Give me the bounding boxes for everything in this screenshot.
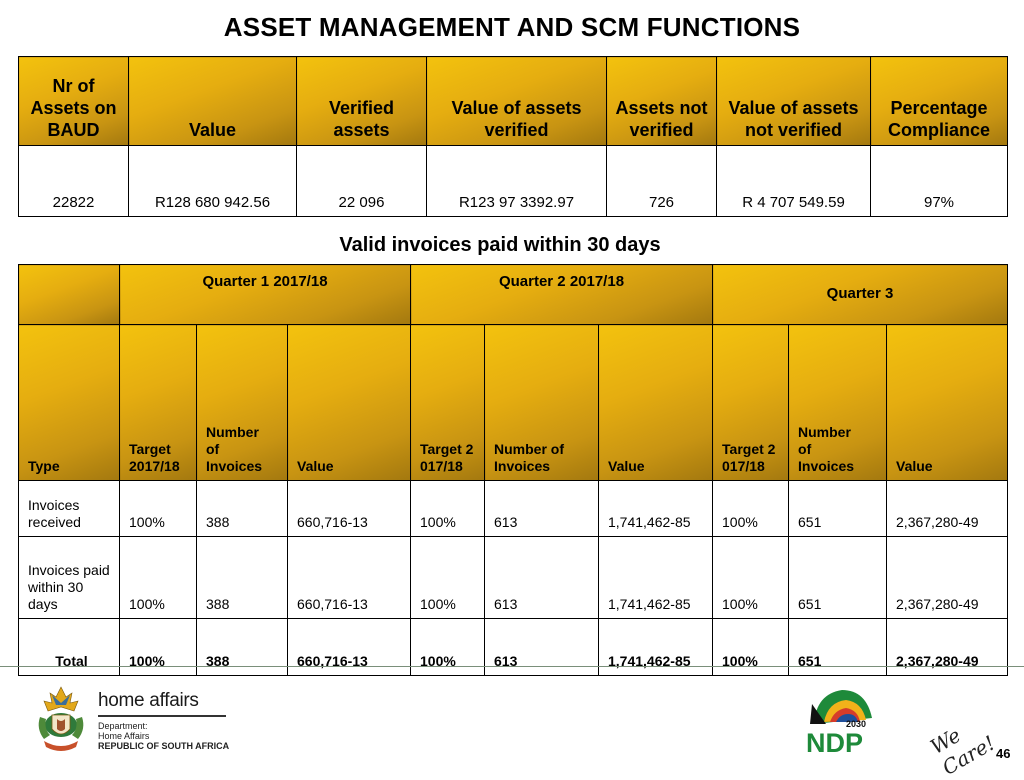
cell-q1-number: 388 — [196, 536, 288, 619]
cell-q3-target: 100% — [712, 536, 790, 619]
asset-table-header-row: Nr of Assets on BAUD Value Verified asse… — [18, 56, 1008, 146]
dept-line-1: Department: — [98, 721, 148, 731]
home-affairs-brand: home affairs Department: Home Affairs RE… — [98, 690, 229, 751]
cell-q1-number: 388 — [196, 480, 288, 537]
ndp-2030-logo: 2030 NDP — [806, 690, 872, 758]
cell-q2-value: 1,741,462-85 — [597, 480, 714, 537]
cell-value: R128 680 942.56 — [128, 145, 297, 217]
col-header-value: Value — [128, 56, 297, 146]
col-header-q3-value: Value — [886, 324, 1009, 481]
col-header-q2-value: Value — [597, 324, 714, 481]
cell-q1-value: 660,716-13 — [287, 480, 411, 537]
quarter-header-q2: Quarter 2 2017/18 — [409, 264, 714, 325]
col-header-type: Type — [18, 324, 120, 481]
quarter-header-row: Quarter 1 2017/18 Quarter 2 2017/18 Quar… — [18, 264, 1009, 325]
dept-line-2: Home Affairs — [98, 731, 150, 741]
cell-verified-assets: 22 096 — [296, 145, 427, 217]
col-header-value-not-verified: Value of assets not verified — [716, 56, 871, 146]
footer-divider — [0, 666, 1024, 667]
quarter-header-blank — [18, 264, 120, 325]
table-row: Invoices received 100% 388 660,716-13 10… — [18, 480, 1009, 537]
col-header-q3-target: Target 2017/18 — [712, 324, 790, 481]
asset-table-row: 22822 R128 680 942.56 22 096 R123 97 339… — [18, 145, 1008, 217]
cell-type: Invoices paid within 30 days — [18, 536, 120, 619]
col-header-nr-assets: Nr of Assets on BAUD — [18, 56, 129, 146]
asset-table: Nr of Assets on BAUD Value Verified asse… — [18, 56, 1008, 217]
page-number: 46 — [996, 746, 1011, 761]
coat-of-arms-logo — [38, 686, 84, 751]
cell-q3-number: 651 — [788, 480, 888, 537]
ndp-text: NDP — [806, 728, 863, 758]
table-row-total: Total 100% 388 660,716-13 100% 613 1,741… — [18, 618, 1009, 676]
column-header-row: Type Target 2017/18 Number of Invoices V… — [18, 324, 1009, 481]
cell-q2-value: 1,741,462-85 — [597, 536, 714, 619]
col-header-value-verified: Value of assets verified — [426, 56, 607, 146]
col-header-q2-number: Number of Invoices — [484, 324, 599, 481]
cell-q3-value: 2,367,280-49 — [886, 536, 1009, 619]
quarter-header-q3: Quarter 3 — [712, 264, 1009, 325]
brand-rule — [98, 715, 226, 717]
cell-value-verified: R123 97 3392.97 — [426, 145, 607, 217]
col-header-q1-target: Target 2017/18 — [119, 324, 197, 481]
invoice-table: Quarter 1 2017/18 Quarter 2 2017/18 Quar… — [18, 264, 1009, 676]
col-header-q3-number: Number of Invoices — [788, 324, 888, 481]
ndp-year: 2030 — [846, 719, 866, 729]
cell-assets-not-verified: 726 — [606, 145, 717, 217]
cell-q3-number: 651 — [788, 536, 888, 619]
col-header-q2-target: Target 2017/18 — [410, 324, 485, 481]
cell-q3-target: 100% — [712, 480, 790, 537]
cell-q1-target: 100% — [119, 480, 197, 537]
cell-nr-assets: 22822 — [18, 145, 129, 217]
cell-value-not-verified: R 4 707 549.59 — [716, 145, 871, 217]
cell-q2-number: 613 — [484, 536, 599, 619]
cell-q1-target: 100% — [119, 536, 197, 619]
dept-line-3: REPUBLIC OF SOUTH AFRICA — [98, 741, 230, 751]
quarter-header-q1: Quarter 1 2017/18 — [119, 264, 411, 325]
col-header-assets-not-verified: Assets not verified — [606, 56, 717, 146]
slogan: We Care! — [926, 722, 1000, 780]
col-header-percentage-compliance: Percentage Compliance — [870, 56, 1008, 146]
cell-type: Invoices received — [18, 480, 120, 537]
cell-q1-value: 660,716-13 — [287, 536, 411, 619]
col-header-q1-number: Number of Invoices — [196, 324, 288, 481]
cell-q2-number: 613 — [484, 480, 599, 537]
invoice-table-title: Valid invoices paid within 30 days — [339, 234, 661, 256]
cell-q2-target: 100% — [410, 480, 485, 537]
col-header-q1-value: Value — [287, 324, 411, 481]
cell-percentage-compliance: 97% — [870, 145, 1008, 217]
brand-name: home affairs — [98, 690, 199, 711]
table-row: Invoices paid within 30 days 100% 388 66… — [18, 536, 1009, 619]
cell-q3-value: 2,367,280-49 — [886, 480, 1009, 537]
cell-q2-target: 100% — [410, 536, 485, 619]
col-header-verified-assets: Verified assets — [296, 56, 427, 146]
page-title: ASSET MANAGEMENT AND SCM FUNCTIONS — [223, 12, 801, 42]
